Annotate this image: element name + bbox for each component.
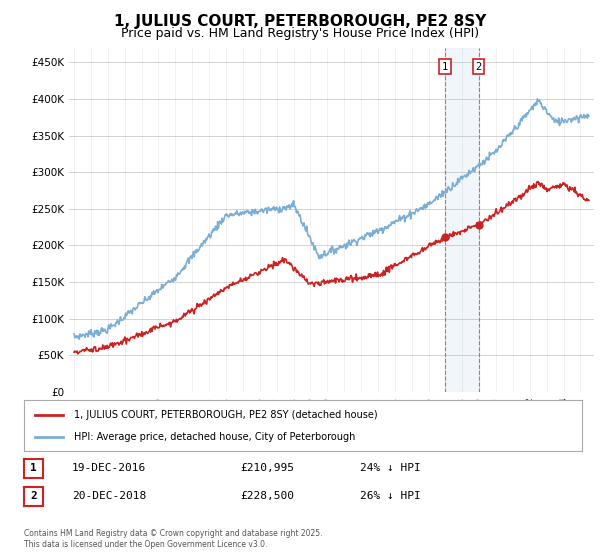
Text: 26% ↓ HPI: 26% ↓ HPI: [360, 491, 421, 501]
Text: 1, JULIUS COURT, PETERBOROUGH, PE2 8SY (detached house): 1, JULIUS COURT, PETERBOROUGH, PE2 8SY (…: [74, 409, 378, 419]
Text: 2: 2: [30, 492, 37, 501]
Text: £228,500: £228,500: [240, 491, 294, 501]
Text: Contains HM Land Registry data © Crown copyright and database right 2025.: Contains HM Land Registry data © Crown c…: [24, 529, 323, 538]
Text: 1: 1: [442, 62, 448, 72]
Text: 20-DEC-2018: 20-DEC-2018: [72, 491, 146, 501]
Text: £210,995: £210,995: [240, 463, 294, 473]
Text: 1: 1: [30, 464, 37, 473]
Text: 19-DEC-2016: 19-DEC-2016: [72, 463, 146, 473]
Text: This data is licensed under the Open Government Licence v3.0.: This data is licensed under the Open Gov…: [24, 540, 268, 549]
Text: 2: 2: [475, 62, 482, 72]
Text: 24% ↓ HPI: 24% ↓ HPI: [360, 463, 421, 473]
Bar: [445, 48, 479, 392]
Text: Price paid vs. HM Land Registry's House Price Index (HPI): Price paid vs. HM Land Registry's House …: [121, 27, 479, 40]
Text: HPI: Average price, detached house, City of Peterborough: HPI: Average price, detached house, City…: [74, 432, 356, 442]
Text: 1, JULIUS COURT, PETERBOROUGH, PE2 8SY: 1, JULIUS COURT, PETERBOROUGH, PE2 8SY: [114, 14, 486, 29]
